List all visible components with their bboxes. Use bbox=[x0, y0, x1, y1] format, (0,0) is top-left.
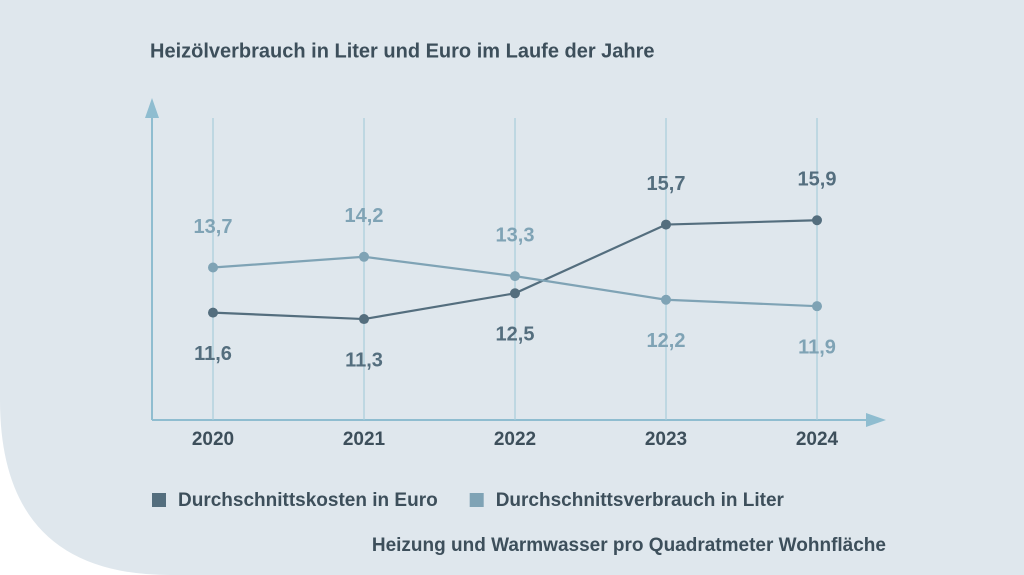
data-point bbox=[359, 251, 369, 262]
legend-label: Durchschnittsverbrauch in Liter bbox=[496, 490, 785, 511]
data-point bbox=[208, 262, 218, 273]
plot-area bbox=[145, 98, 886, 427]
data-point bbox=[510, 271, 520, 282]
corner bbox=[0, 400, 170, 575]
data-label: 14,2 bbox=[345, 205, 384, 227]
x-tick-label: 2022 bbox=[494, 429, 536, 450]
data-label: 13,3 bbox=[496, 224, 535, 246]
data-label: 11,6 bbox=[194, 343, 232, 365]
legend-label: Durchschnittskosten in Euro bbox=[178, 490, 438, 511]
y-axis-arrow bbox=[145, 98, 159, 118]
data-point bbox=[812, 301, 822, 312]
x-tick-label: 2024 bbox=[796, 429, 839, 450]
data-point bbox=[661, 219, 671, 230]
x-axis-arrow bbox=[866, 413, 886, 427]
x-tick-label: 2020 bbox=[192, 429, 234, 450]
data-label: 13,7 bbox=[194, 216, 233, 238]
x-tick-label: 2023 bbox=[645, 429, 687, 450]
data-point bbox=[510, 288, 520, 299]
legend-swatch bbox=[469, 493, 484, 507]
data-point bbox=[359, 314, 369, 325]
data-label: 11,3 bbox=[345, 349, 383, 371]
chart-title: Heizölverbrauch in Liter und Euro im Lau… bbox=[150, 40, 655, 62]
data-label: 11,9 bbox=[798, 336, 836, 358]
x-tick-label: 2021 bbox=[343, 429, 386, 450]
data-point bbox=[812, 215, 822, 226]
legend-swatch bbox=[152, 493, 166, 507]
data-label: 12,2 bbox=[647, 330, 686, 352]
note: Heizung und Warmwasser pro Quadratmeter … bbox=[372, 535, 886, 556]
data-label: 12,5 bbox=[496, 324, 535, 346]
data-label: 15,7 bbox=[647, 173, 686, 195]
data-point bbox=[661, 294, 671, 305]
data-point bbox=[208, 307, 218, 318]
data-label: 15,9 bbox=[798, 169, 837, 191]
